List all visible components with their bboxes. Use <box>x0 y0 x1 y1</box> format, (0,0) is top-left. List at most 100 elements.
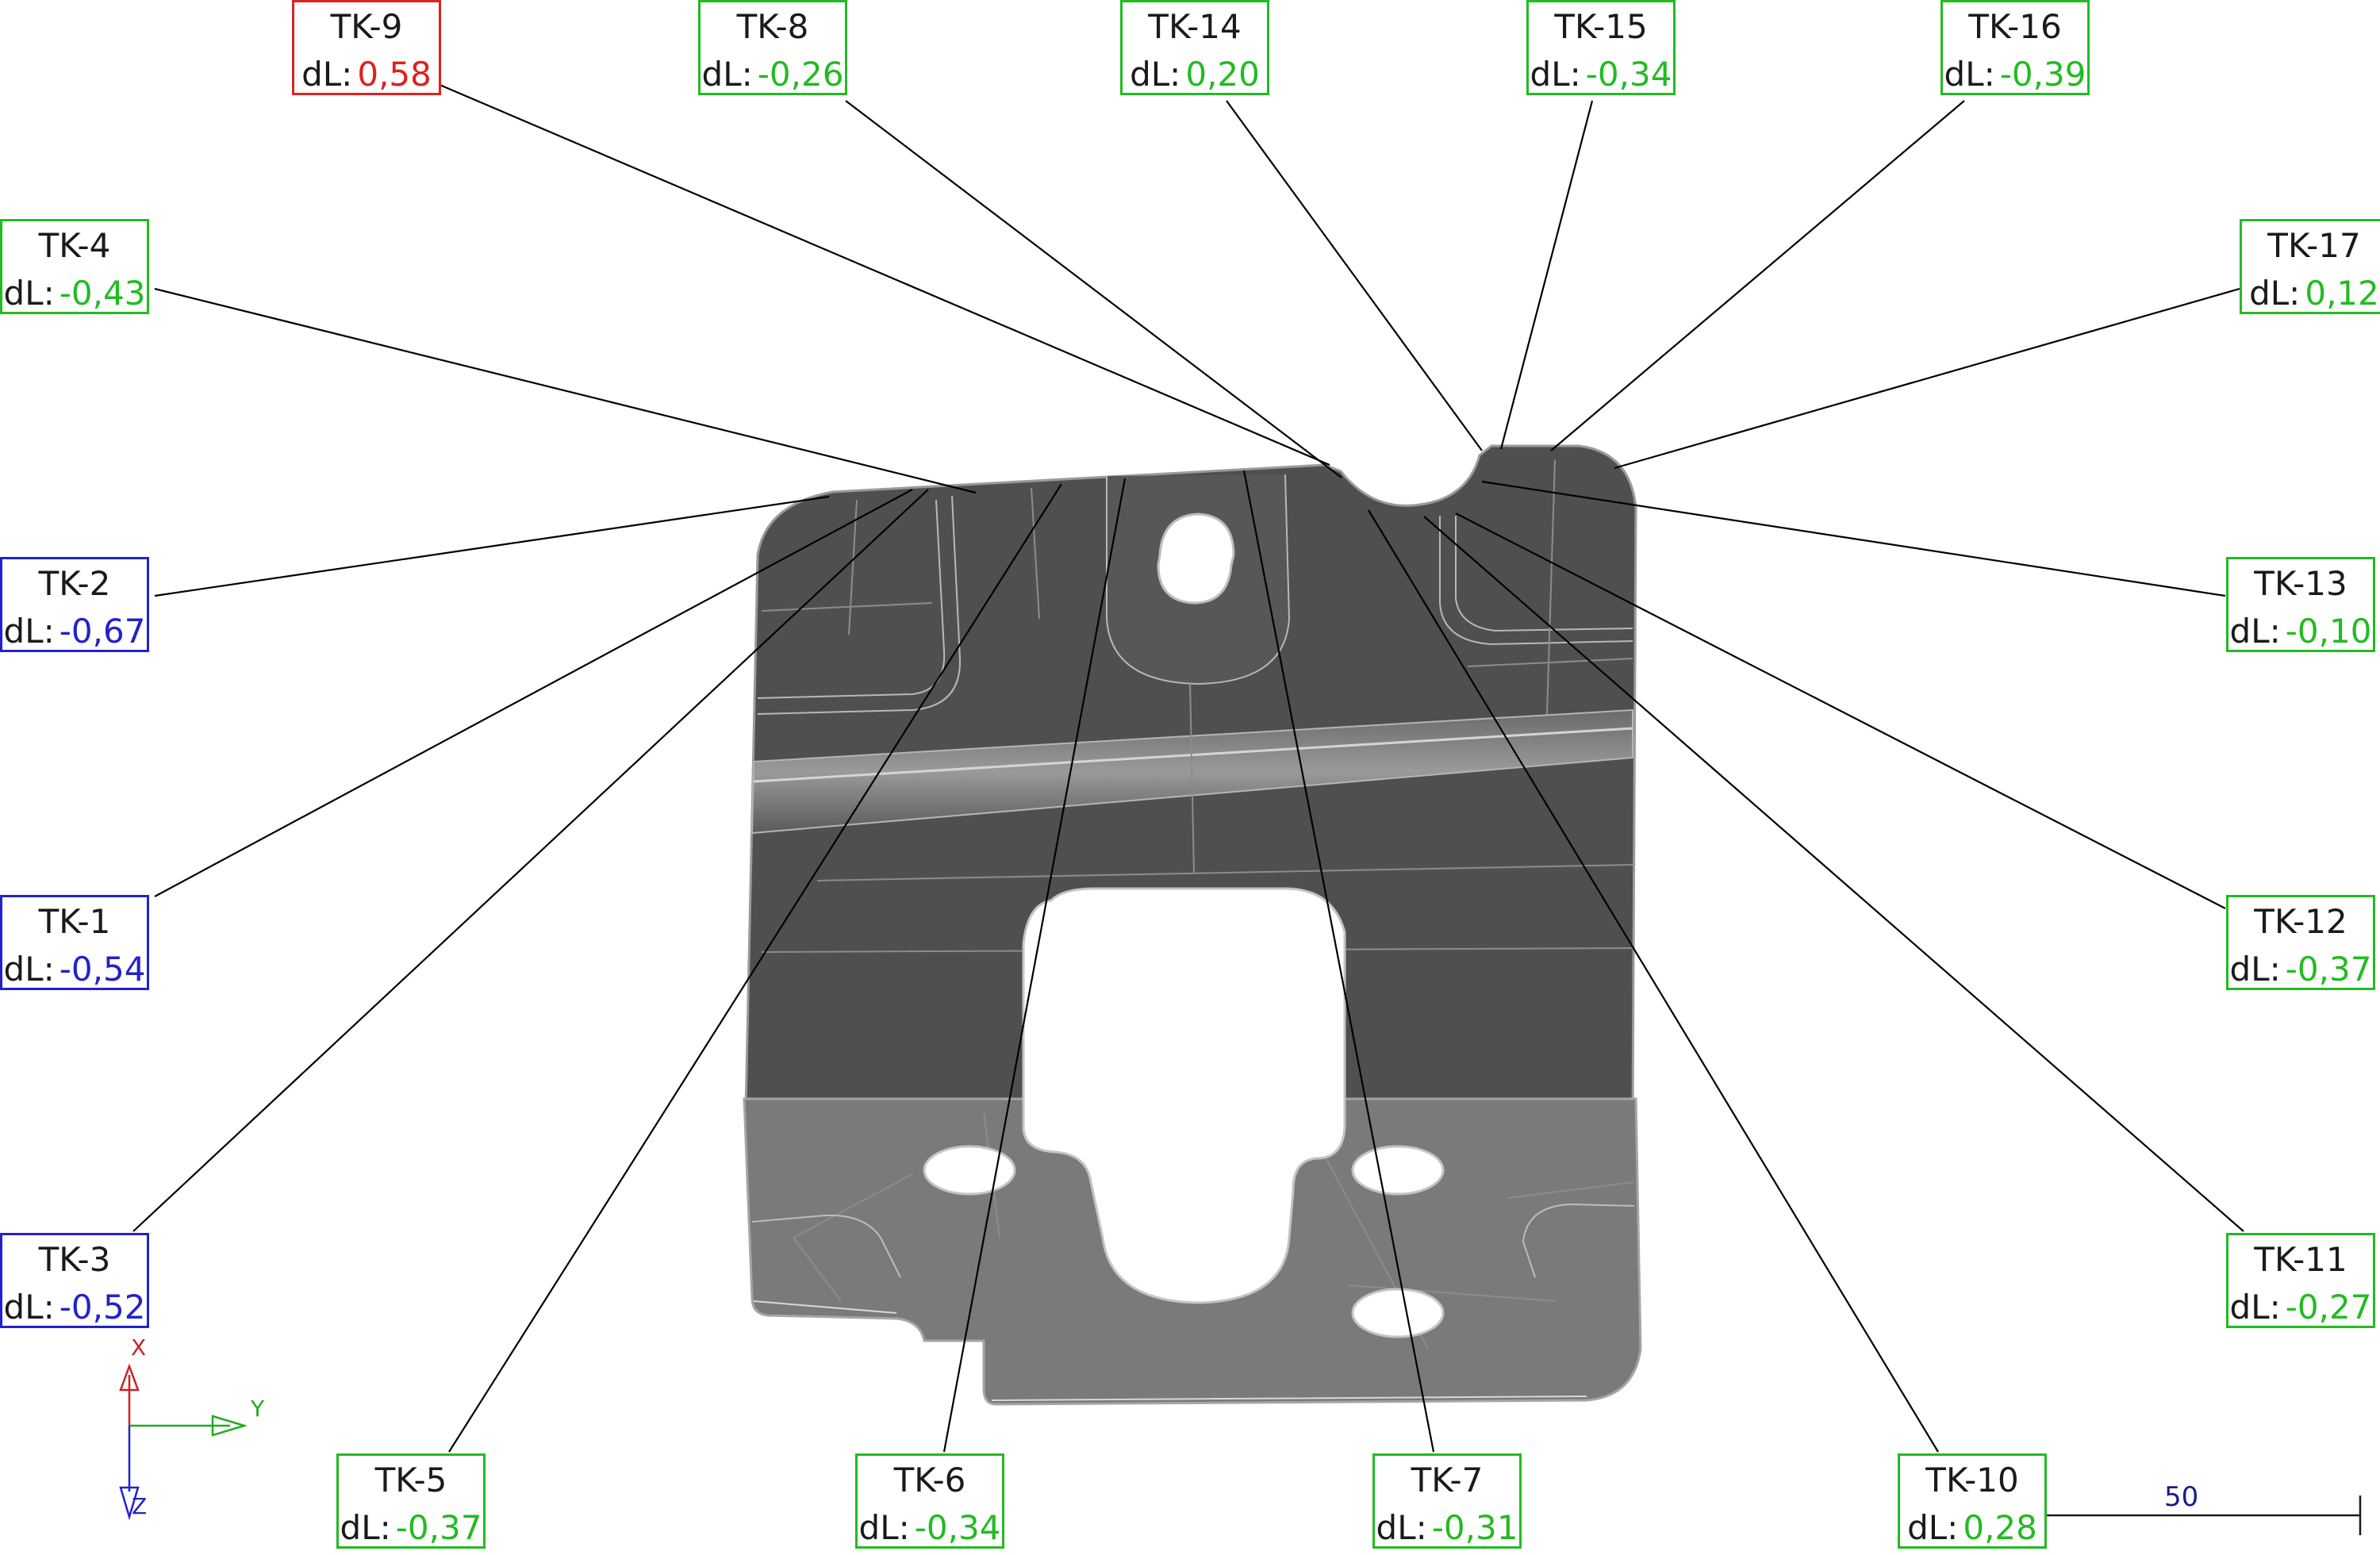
callout-tk-9: TK-9 dL: 0,58 <box>292 0 441 95</box>
callout-label: dL: <box>1530 55 1581 94</box>
leader-tk-11 <box>1423 516 2244 1232</box>
callout-value: -0,26 <box>757 55 844 94</box>
leader-tk-1 <box>154 489 913 897</box>
axis-x-label: X <box>131 1334 146 1361</box>
callout-tk-13: TK-13 dL: -0,10 <box>2226 557 2375 652</box>
callout-name: TK-7 <box>1411 1461 1484 1499</box>
scale-bar: 50 <box>2039 1481 2362 1535</box>
callout-name: TK-17 <box>2267 226 2361 265</box>
callout-label: dL: <box>301 55 353 94</box>
leader-tk-9 <box>432 80 1330 466</box>
part-bottom-edge <box>753 1300 1587 1401</box>
callout-name: TK-14 <box>1148 7 1242 46</box>
axis-y-label: Y <box>250 1396 265 1422</box>
leader-tk-6 <box>942 478 1127 1453</box>
axis-triad: X Y Z <box>119 1334 265 1521</box>
leader-tk-13 <box>1481 480 2226 597</box>
callout-tk-1: TK-1 dL: -0,54 <box>0 895 149 990</box>
callout-name: TK-9 <box>330 7 403 46</box>
callout-label: dL: <box>701 55 753 94</box>
callout-tk-8: TK-8 dL: -0,26 <box>698 0 847 95</box>
sheet-metal-part <box>743 444 1642 1406</box>
callout-value: -0,37 <box>2285 950 2372 989</box>
leader-tk-12 <box>1455 513 2226 909</box>
callout-tk-7: TK-7 dL: -0,31 <box>1372 1453 1522 1549</box>
callout-label: dL: <box>1376 1508 1427 1547</box>
callout-value: -0,37 <box>395 1508 482 1547</box>
callout-name: TK-4 <box>38 226 111 265</box>
callout-name: TK-6 <box>893 1461 966 1499</box>
leader-tk-3 <box>132 489 929 1232</box>
callout-label: dL: <box>3 612 55 651</box>
callout-label: dL: <box>3 1288 55 1327</box>
callout-label: dL: <box>3 274 55 313</box>
part-slot-hole <box>1157 513 1235 605</box>
callout-tk-11: TK-11 dL: -0,27 <box>2226 1233 2375 1328</box>
part-rib-highlight <box>753 727 1633 783</box>
axis-z-arrow <box>119 1486 140 1521</box>
part-central-cutout <box>1022 887 1346 1304</box>
axis-y-arrow <box>211 1415 248 1437</box>
axis-x-arrow <box>119 1363 140 1392</box>
part-pocket-right <box>1439 516 1633 646</box>
callout-value: -0,39 <box>1999 55 2086 94</box>
callout-tk-17: TK-17 dL: 0,12 <box>2240 219 2380 314</box>
callout-tk-15: TK-15 dL: -0,34 <box>1526 0 1676 95</box>
callout-value: -0,52 <box>59 1288 146 1327</box>
leader-lines <box>132 80 2244 1453</box>
scale-bar-label: 50 <box>2164 1481 2198 1513</box>
callout-value: -0,54 <box>59 950 146 989</box>
callout-tk-10: TK-10 dL: 0,28 <box>1898 1453 2047 1549</box>
callout-name: TK-8 <box>736 7 809 46</box>
callout-label: dL: <box>2229 950 2281 989</box>
callout-value: -0,31 <box>1431 1508 1518 1547</box>
callout-name: TK-13 <box>2254 564 2347 603</box>
callout-value: -0,67 <box>59 612 146 651</box>
callout-label: dL: <box>3 950 55 989</box>
callout-name: TK-10 <box>1925 1461 2019 1499</box>
callout-name: TK-11 <box>2254 1240 2347 1279</box>
part-hole-left <box>923 1145 1016 1196</box>
leader-tk-5 <box>448 483 1062 1453</box>
callout-tk-2: TK-2 dL: -0,67 <box>0 557 149 652</box>
callout-label: dL: <box>1944 55 1995 94</box>
callout-label: dL: <box>1130 55 1181 94</box>
callout-label: dL: <box>2249 274 2301 313</box>
callout-tk-4: TK-4 dL: -0,43 <box>0 219 149 314</box>
leader-tk-15 <box>1499 100 1594 450</box>
callout-value: 0,20 <box>1185 55 1260 94</box>
leader-tk-16 <box>1550 100 1965 451</box>
axis-z-label: Z <box>132 1493 147 1519</box>
callout-label: dL: <box>340 1508 391 1547</box>
callout-value: -0,34 <box>1585 55 1672 94</box>
callout-value: 0,58 <box>357 55 432 94</box>
callout-name: TK-2 <box>38 564 111 603</box>
callout-tk-12: TK-12 dL: -0,37 <box>2226 895 2375 990</box>
callout-value: -0,10 <box>2285 612 2372 651</box>
callout-value: 0,12 <box>2305 274 2379 313</box>
callout-tk-3: TK-3 dL: -0,52 <box>0 1233 149 1328</box>
callout-name: TK-16 <box>1968 7 2062 46</box>
leader-tk-14 <box>1226 100 1483 451</box>
callout-tk-6: TK-6 dL: -0,34 <box>855 1453 1004 1549</box>
leader-tk-4 <box>154 287 977 494</box>
callout-label: dL: <box>858 1508 910 1547</box>
callout-label: dL: <box>1907 1508 1959 1547</box>
callout-name: TK-15 <box>1554 7 1648 46</box>
callout-name: TK-3 <box>38 1240 111 1279</box>
part-hole-right <box>1351 1145 1445 1196</box>
callout-tk-16: TK-16 dL: -0,39 <box>1940 0 2090 95</box>
callout-name: TK-12 <box>2254 902 2347 941</box>
callout-name: TK-5 <box>374 1461 447 1499</box>
part-flange-pocket-left <box>751 1214 901 1278</box>
callout-tk-5: TK-5 dL: -0,37 <box>336 1453 486 1549</box>
callout-value: -0,43 <box>59 274 146 313</box>
leader-tk-17 <box>1614 287 2240 470</box>
callout-label: dL: <box>2229 612 2281 651</box>
callout-value: -0,27 <box>2285 1288 2372 1327</box>
part-hole-bottom <box>1351 1288 1445 1338</box>
leader-tk-10 <box>1368 509 1939 1453</box>
callout-name: TK-1 <box>38 902 111 941</box>
leader-tk-7 <box>1242 470 1435 1453</box>
